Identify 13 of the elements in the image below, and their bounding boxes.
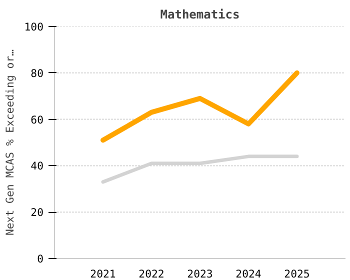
- y-tick-label: 40: [30, 160, 44, 173]
- y-tick-label: 100: [24, 20, 44, 34]
- x-tick-label: 2025: [284, 268, 310, 280]
- y-tick-label: 0: [37, 252, 44, 266]
- y-tick-label: 80: [30, 66, 44, 80]
- x-tick-label: 2024: [236, 268, 262, 280]
- y-tick-label: 60: [30, 113, 44, 126]
- x-tick-label: 2022: [138, 268, 164, 280]
- y-axis-title: Next Gen MCAS % Exceeding or…: [3, 49, 16, 236]
- x-tick-label: 2021: [90, 268, 116, 280]
- x-tick-label: 2023: [187, 268, 213, 280]
- chart-title: Mathematics: [160, 8, 240, 22]
- y-tick-label: 20: [30, 206, 44, 220]
